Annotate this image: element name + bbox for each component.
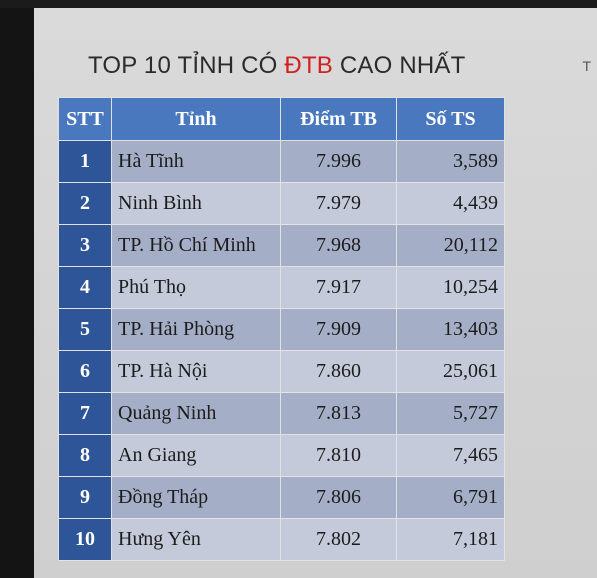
score-cell: 7.813: [280, 392, 397, 435]
score-cell: 7.802: [280, 518, 397, 561]
province-cell: Hà Tĩnh: [111, 140, 281, 183]
rank-cell: 10: [58, 518, 112, 561]
header-score: Điểm TB: [280, 97, 397, 141]
header-count: Số TS: [396, 97, 505, 141]
province-cell: Đồng Tháp: [111, 476, 281, 519]
table-row: 4 Phú Thọ 7.917 10,254: [58, 266, 505, 309]
province-cell: TP. Hồ Chí Minh: [111, 224, 281, 267]
score-cell: 7.810: [280, 434, 397, 477]
table-row: 1 Hà Tĩnh 7.996 3,589: [58, 140, 505, 183]
table-row: 10 Hưng Yên 7.802 7,181: [58, 518, 505, 561]
province-cell: Phú Thọ: [111, 266, 281, 309]
count-cell: 4,439: [396, 182, 505, 225]
count-cell: 25,061: [396, 350, 505, 393]
rank-cell: 5: [58, 308, 112, 351]
slide: TOP 10 TỈNH CÓ ĐTB CAO NHẤT T STT Tỉnh Đ…: [34, 8, 597, 578]
count-cell: 7,465: [396, 434, 505, 477]
count-cell: 13,403: [396, 308, 505, 351]
rank-cell: 8: [58, 434, 112, 477]
title-prefix: TOP 10 TỈNH CÓ: [88, 52, 285, 79]
window-top-edge: [0, 0, 597, 8]
table-row: 5 TP. Hải Phòng 7.909 13,403: [58, 308, 505, 351]
ranking-table: STT Tỉnh Điểm TB Số TS 1 Hà Tĩnh 7.996 3,58…: [58, 97, 505, 561]
count-cell: 7,181: [396, 518, 505, 561]
rank-cell: 9: [58, 476, 112, 519]
rank-cell: 4: [58, 266, 112, 309]
count-cell: 6,791: [396, 476, 505, 519]
count-cell: 10,254: [396, 266, 505, 309]
province-cell: TP. Hải Phòng: [111, 308, 281, 351]
score-cell: 7.917: [280, 266, 397, 309]
count-cell: 20,112: [396, 224, 505, 267]
score-cell: 7.979: [280, 182, 397, 225]
table-row: 6 TP. Hà Nội 7.860 25,061: [58, 350, 505, 393]
province-cell: TP. Hà Nội: [111, 350, 281, 393]
table-row: 2 Ninh Bình 7.979 4,439: [58, 182, 505, 225]
rank-cell: 2: [58, 182, 112, 225]
slide-title: TOP 10 TỈNH CÓ ĐTB CAO NHẤT: [88, 52, 466, 80]
count-cell: 3,589: [396, 140, 505, 183]
score-cell: 7.909: [280, 308, 397, 351]
rank-cell: 3: [58, 224, 112, 267]
table-row: 9 Đồng Tháp 7.806 6,791: [58, 476, 505, 519]
score-cell: 7.968: [280, 224, 397, 267]
rank-cell: 1: [58, 140, 112, 183]
table-row: 7 Quảng Ninh 7.813 5,727: [58, 392, 505, 435]
province-cell: An Giang: [111, 434, 281, 477]
province-cell: Hưng Yên: [111, 518, 281, 561]
score-cell: 7.996: [280, 140, 397, 183]
province-cell: Ninh Bình: [111, 182, 281, 225]
corner-mark: T: [582, 58, 591, 74]
header-stt: STT: [58, 97, 112, 141]
table-row: 3 TP. Hồ Chí Minh 7.968 20,112: [58, 224, 505, 267]
title-suffix: CAO NHẤT: [333, 52, 466, 79]
score-cell: 7.806: [280, 476, 397, 519]
rank-cell: 7: [58, 392, 112, 435]
title-highlight: ĐTB: [284, 52, 334, 79]
score-cell: 7.860: [280, 350, 397, 393]
count-cell: 5,727: [396, 392, 505, 435]
header-province: Tỉnh: [111, 97, 281, 141]
province-cell: Quảng Ninh: [111, 392, 281, 435]
rank-cell: 6: [58, 350, 112, 393]
table-row: 8 An Giang 7.810 7,465: [58, 434, 505, 477]
table-header-row: STT Tỉnh Điểm TB Số TS: [58, 97, 505, 141]
